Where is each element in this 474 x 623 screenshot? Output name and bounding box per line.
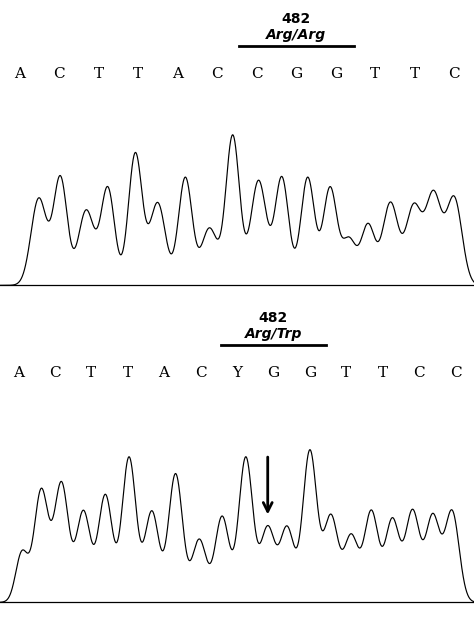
Text: A: A [13, 366, 24, 379]
Text: C: C [448, 67, 460, 80]
Text: C: C [413, 366, 425, 379]
Text: A: A [172, 67, 183, 80]
Text: T: T [123, 366, 133, 379]
Text: Arg/Arg: Arg/Arg [266, 28, 326, 42]
Text: A: A [14, 67, 25, 80]
Text: G: G [290, 67, 302, 80]
Text: G: G [267, 366, 280, 379]
Text: G: G [304, 366, 316, 379]
Text: Y: Y [232, 366, 242, 379]
Text: C: C [450, 366, 462, 379]
Text: 482: 482 [259, 312, 288, 325]
Text: A: A [159, 366, 170, 379]
Text: C: C [49, 366, 61, 379]
Text: C: C [195, 366, 206, 379]
Text: T: T [410, 67, 420, 80]
Text: T: T [86, 366, 96, 379]
Text: T: T [133, 67, 143, 80]
Text: 482: 482 [282, 12, 311, 26]
Text: G: G [329, 67, 342, 80]
Text: C: C [251, 67, 263, 80]
Text: T: T [94, 67, 104, 80]
Text: C: C [54, 67, 65, 80]
Text: Arg/Trp: Arg/Trp [245, 327, 302, 341]
Text: T: T [341, 366, 351, 379]
Text: T: T [370, 67, 380, 80]
Text: C: C [211, 67, 223, 80]
Text: T: T [378, 366, 388, 379]
